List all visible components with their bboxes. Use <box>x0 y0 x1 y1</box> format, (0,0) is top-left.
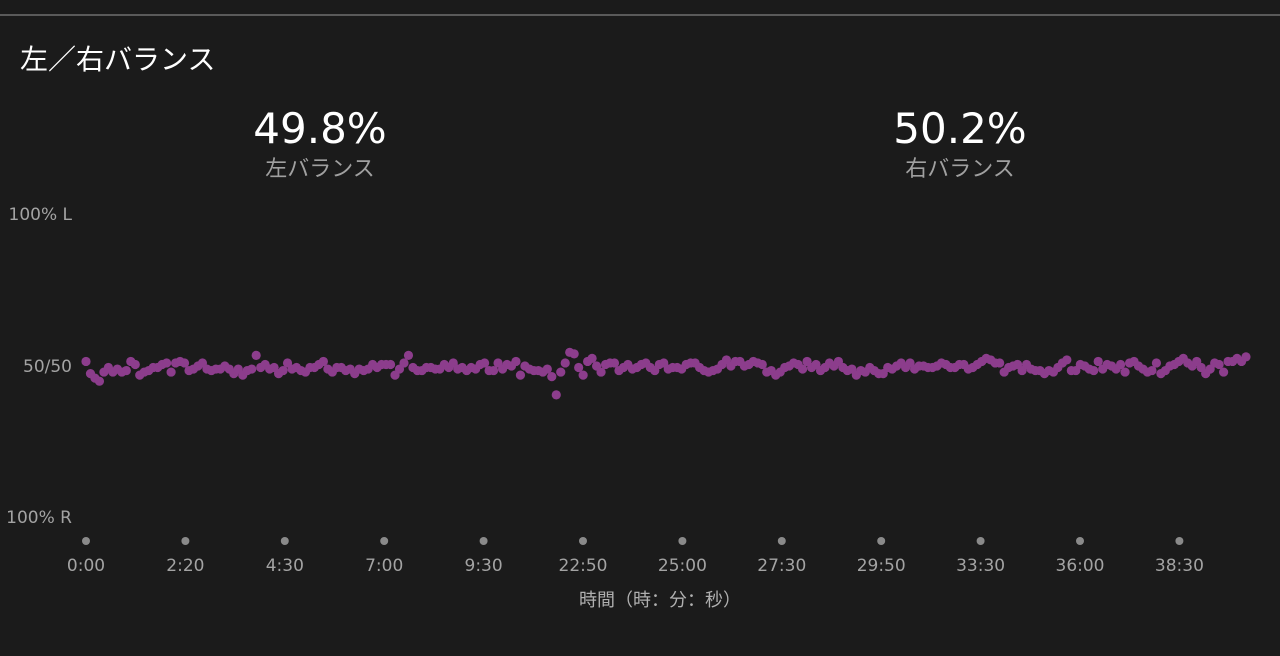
data-point <box>757 359 767 370</box>
panel-title: 左／右バランス <box>20 43 216 76</box>
left-balance-label: 左バランス <box>265 157 375 182</box>
data-point <box>166 367 176 377</box>
data-point <box>587 353 597 363</box>
data-point <box>1062 355 1072 365</box>
x-tick-label: 0:00 <box>67 556 105 576</box>
data-point <box>1093 356 1103 367</box>
x-tick-label: 29:50 <box>857 556 906 576</box>
x-tick-dot <box>777 537 786 545</box>
data-point <box>130 359 140 370</box>
data-point <box>511 356 521 367</box>
data-point <box>399 358 409 368</box>
x-tick-label: 2:20 <box>166 556 204 576</box>
balance-scatter-chart: 100% L 50/50 100% R 0:00 2:20 4:30 7:00 9:30… <box>6 205 1251 611</box>
x-axis-ticks: 0:00 2:20 4:30 7:00 9:30 22:50 25:00 27:30 29:50… <box>67 537 1204 576</box>
data-point <box>1120 367 1130 377</box>
data-point <box>81 356 91 367</box>
data-point <box>385 359 396 370</box>
x-tick-dot <box>976 537 985 545</box>
x-tick-label: 27:30 <box>757 556 806 576</box>
data-point <box>1151 358 1162 368</box>
data-point <box>547 372 557 382</box>
y-axis-labels: 100% L 50/50 100% R <box>6 205 72 528</box>
x-tick-dot <box>1175 537 1184 545</box>
left-balance-value: 49.8% <box>253 104 387 153</box>
data-point <box>121 365 131 376</box>
data-point <box>1089 365 1099 376</box>
data-point <box>542 364 552 374</box>
data-point <box>318 356 328 367</box>
x-tick-dot <box>678 537 687 545</box>
x-tick-label: 7:00 <box>365 556 403 576</box>
y-tick-label: 100% L <box>9 205 73 225</box>
x-tick-label: 38:30 <box>1155 556 1204 576</box>
y-tick-label: 50/50 <box>23 357 72 377</box>
x-tick-label: 4:30 <box>266 556 304 576</box>
x-axis-title: 時間（時：分：秒） <box>579 590 741 611</box>
data-points <box>81 347 1251 400</box>
data-point <box>403 350 414 360</box>
right-balance-stat: 50.2% 右バランス <box>850 104 1070 184</box>
data-point <box>247 364 257 374</box>
x-tick-dot <box>1076 537 1084 545</box>
data-point <box>480 358 490 368</box>
data-point <box>1241 352 1251 362</box>
x-tick-dot <box>280 537 289 545</box>
data-point <box>1219 367 1229 377</box>
data-point <box>596 367 606 377</box>
left-balance-stat: 49.8% 左バランス <box>210 104 430 184</box>
data-point <box>798 364 808 374</box>
data-point <box>251 350 261 360</box>
x-tick-label: 22:50 <box>559 556 608 576</box>
data-point <box>569 349 579 359</box>
data-point <box>995 358 1005 368</box>
data-point <box>551 390 561 400</box>
x-tick-dot <box>877 537 886 545</box>
data-point <box>574 362 584 373</box>
x-tick-label: 33:30 <box>956 556 1005 576</box>
y-tick-label: 100% R <box>6 508 72 528</box>
x-tick-label: 25:00 <box>658 556 707 576</box>
x-tick-dot <box>479 537 488 545</box>
x-tick-label: 36:00 <box>1056 556 1105 576</box>
data-point <box>488 365 499 376</box>
data-point <box>179 358 190 368</box>
x-tick-label: 9:30 <box>465 556 503 576</box>
data-point <box>515 370 526 380</box>
data-point <box>162 358 172 368</box>
right-balance-label: 右バランス <box>905 157 1015 182</box>
data-point <box>1115 359 1126 370</box>
data-point <box>94 376 105 386</box>
data-point <box>560 358 570 368</box>
data-point <box>609 358 620 368</box>
data-point <box>1147 365 1157 376</box>
data-point <box>578 370 588 380</box>
top-divider <box>0 14 1280 16</box>
data-point <box>278 365 288 376</box>
x-tick-dot <box>181 537 190 545</box>
data-point <box>556 367 566 377</box>
x-tick-dot <box>579 537 587 545</box>
data-point <box>1214 359 1224 370</box>
x-tick-dot <box>380 537 389 545</box>
x-tick-dot <box>82 537 90 545</box>
right-balance-value: 50.2% <box>893 104 1027 153</box>
